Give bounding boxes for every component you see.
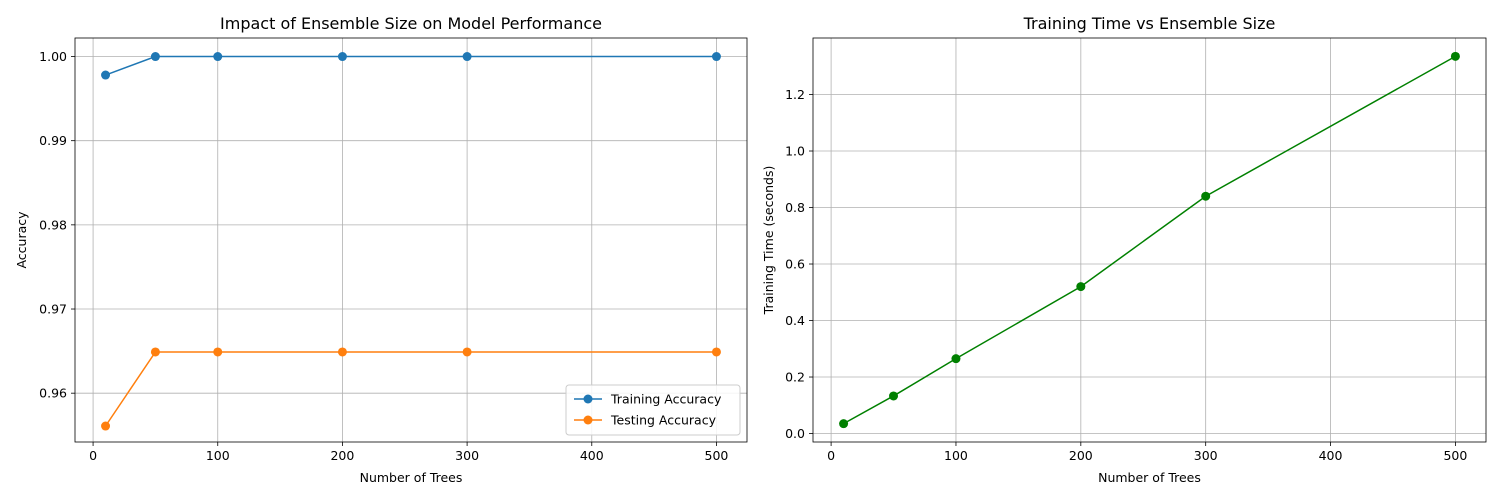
data-point [951,354,961,364]
legend-marker [583,415,593,425]
y-tick-label: 0.96 [39,386,67,401]
x-axis-label: Number of Trees [360,470,463,485]
data-point [1076,282,1086,292]
data-point [337,347,347,357]
y-tick-label: 0.0 [785,426,805,441]
y-tick-label: 1.0 [785,144,805,159]
x-axis-label: Number of Trees [1098,470,1201,485]
x-tick-label: 500 [1443,448,1467,463]
y-tick-label: 0.98 [39,217,67,232]
data-point [1450,51,1460,61]
y-axis-label: Training Time (seconds) [761,166,776,316]
x-tick-label: 500 [705,448,729,463]
data-point [462,52,472,62]
y-tick-label: 0.2 [785,370,805,385]
data-point [711,347,721,357]
legend-box [565,384,741,436]
x-tick-label: 100 [944,448,968,463]
x-tick-label: 300 [455,448,479,463]
y-tick-label: 0.99 [39,133,67,148]
x-tick-label: 300 [1194,448,1218,463]
x-tick-label: 0 [827,448,835,463]
y-tick-label: 0.6 [785,257,805,272]
legend: Training Accuracy Testing Accuracy [565,384,741,436]
data-point [101,421,111,431]
y-axis-label: Accuracy [14,211,29,269]
data-point [213,52,223,62]
y-tick-label: 1.00 [39,49,67,64]
y-tick-label: 0.97 [39,302,67,317]
x-tick-label: 200 [1069,448,1093,463]
series-line-2 [104,351,717,427]
axes-frame [812,37,1487,443]
x-tick-label: 400 [580,448,604,463]
data-point [101,70,111,80]
y-tick-label: 1.2 [785,87,805,102]
x-tick-label: 200 [330,448,354,463]
series-line-1 [843,55,1456,425]
data-point [150,52,160,62]
legend-label: Training Accuracy [610,392,722,407]
data-point [839,419,849,429]
data-point [213,347,223,357]
y-tick-label: 0.4 [785,313,805,328]
axes-frame [74,37,748,443]
legend-label: Testing Accuracy [610,413,717,428]
data-point [1201,191,1211,201]
data-point [711,52,721,62]
x-tick-label: 0 [89,448,97,463]
data-point [150,347,160,357]
chart-1: 0 100 200 300 400 500 0.96 0.97 0.98 0.99 1.00 Impa… [14,14,748,485]
x-tick-label: 100 [206,448,230,463]
data-point [889,391,899,401]
series-line-1 [105,55,717,76]
chart-title: Training Time vs Ensemble Size [1023,14,1276,33]
chart-title: Impact of Ensemble Size on Model Perform… [220,14,602,33]
data-point [462,347,472,357]
legend-marker [583,394,593,404]
x-tick-label: 400 [1319,448,1343,463]
y-tick-label: 0.8 [785,200,805,215]
data-point [337,52,347,62]
chart-2: 0 100 200 300 400 500 0.0 0.2 0.4 0.6 0.8 1.0 1.2 Tra… [761,14,1487,485]
